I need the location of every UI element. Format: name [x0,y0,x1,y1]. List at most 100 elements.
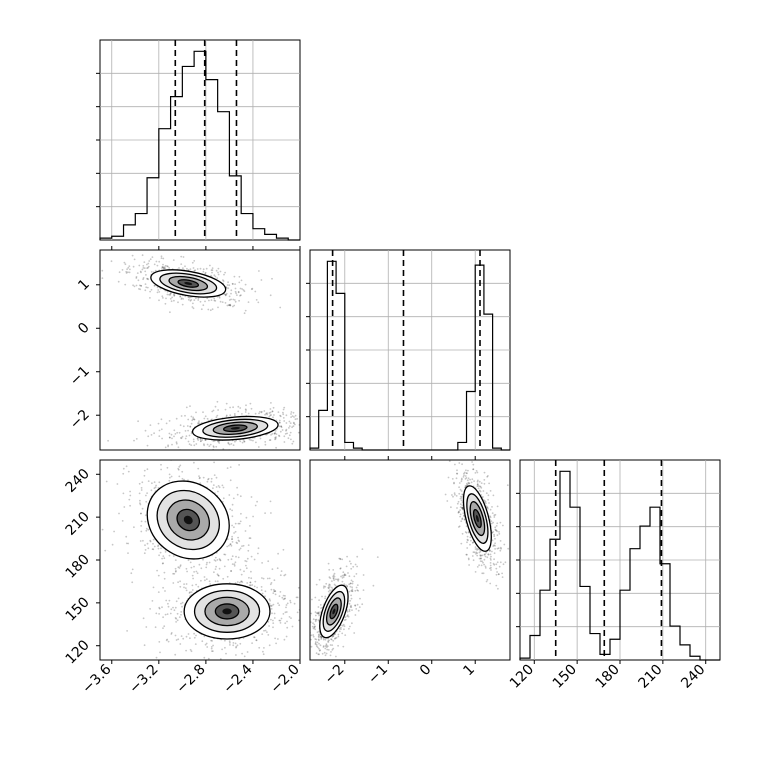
scatter-point [256,586,258,589]
scatter-point [297,431,300,434]
scatter-point [339,557,342,560]
scatter-point [283,597,286,600]
scatter-point [285,428,288,431]
scatter-point [170,632,173,634]
scatter-point [172,259,175,261]
scatter-point [164,264,167,267]
scatter-point [143,261,146,263]
scatter-point [166,638,169,641]
scatter-point [350,589,353,592]
scatter-point [238,464,241,466]
scatter-point [448,460,451,462]
scatter-point [173,294,176,297]
scatter-point [188,443,191,446]
scatter-point [476,471,479,474]
scatter-point [319,644,322,647]
scatter-point [464,531,467,533]
scatter-point [282,413,285,416]
scatter-point [202,268,205,271]
scatter-point [212,484,215,486]
scatter-point [176,431,179,434]
scatter-point [184,437,187,440]
scatter-point [310,621,312,623]
scatter-point [350,604,352,607]
scatter-point [288,420,291,423]
scatter-point [178,267,180,269]
scatter-point [333,572,336,575]
scatter-point [341,574,344,577]
scatter-point [456,502,459,505]
scatter-point [135,438,138,440]
scatter-point [464,484,467,487]
scatter-point [229,644,231,646]
scatter-point [272,626,274,629]
scatter-point [204,271,207,274]
scatter-point [268,644,271,647]
scatter-point [170,475,173,478]
scatter-point [189,405,191,407]
scatter-point [140,285,143,287]
scatter-point [146,263,148,266]
scatter-point [199,300,202,303]
scatter-point [204,300,206,303]
scatter-point [202,476,205,479]
scatter-point [158,607,161,610]
scatter-point [101,269,104,272]
scatter-point [185,635,188,638]
scatter-point [189,296,192,299]
scatter-point [140,530,143,533]
scatter-point [242,289,245,291]
scatter-point [479,550,482,553]
scatter-point [320,607,322,609]
scatter-point [200,308,203,311]
scatter-point [240,279,243,282]
scatter-point [478,480,481,483]
scatter-point [273,432,276,435]
scatter-point [191,306,194,308]
scatter-point [239,440,242,443]
scatter-point [150,288,153,291]
scatter-point [157,422,160,425]
scatter-point [489,508,492,511]
scatter-point [497,547,500,550]
scatter-point [156,286,159,289]
scatter-point [455,477,458,480]
scatter-point [197,297,200,300]
scatter-point [198,422,201,425]
scatter-point [158,606,161,609]
scatter-point [486,556,489,559]
scatter-point [467,469,469,472]
scatter-point [156,291,159,294]
scatter-point [332,635,335,637]
scatter-point [215,445,218,448]
scatter-point [328,576,331,578]
scatter-point [469,478,471,481]
scatter-point [257,547,260,550]
scatter-point [254,580,257,583]
scatter-point [281,429,284,431]
scatter-point [348,610,351,613]
scatter-point [473,480,475,482]
scatter-point [186,267,188,270]
scatter-point [461,506,463,509]
scatter-point [140,525,143,527]
scatter-point [163,625,166,628]
scatter-point [161,268,163,270]
scatter-point [241,581,244,583]
scatter-point [325,646,328,649]
scatter-point [138,264,141,267]
scatter-point [239,520,242,523]
scatter-point [195,411,197,414]
scatter-point [229,303,232,306]
scatter-point [271,612,273,615]
scatter-point [194,643,197,645]
scatter-point [210,646,213,648]
scatter-point [362,589,365,591]
scatter-point [313,623,316,626]
scatter-point [147,266,149,269]
scatter-point [274,637,276,640]
scatter-point [348,583,351,586]
scatter-point [476,480,479,483]
scatter-point [178,475,181,478]
scatter-point [481,560,483,563]
